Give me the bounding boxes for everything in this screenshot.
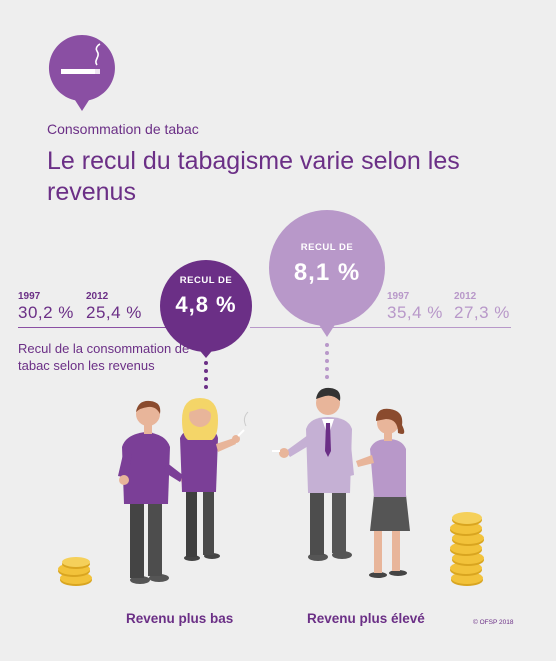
low-divider	[18, 327, 178, 328]
low-bubble-label: RECUL DE	[179, 275, 233, 286]
low-income-people	[118, 398, 249, 584]
low-connector	[204, 361, 208, 389]
cigarette-icon	[61, 43, 101, 74]
high-bubble-value: 8,1 %	[293, 259, 361, 286]
low-year-start: 1997	[18, 291, 41, 302]
caption: Recul de la consommation de tabac selon …	[18, 341, 190, 373]
high-value-start: 35,4 %	[387, 303, 443, 322]
high-income-people	[272, 387, 410, 578]
high-value-end: 27,3 %	[454, 303, 510, 322]
header-pin	[47, 33, 117, 113]
high-bubble-label: RECUL DE	[300, 242, 354, 253]
low-bubble-value: 4,8 %	[175, 292, 237, 317]
low-value-end: 25,4 %	[86, 303, 142, 322]
low-group-label: Revenu plus bas	[126, 611, 234, 626]
high-connector	[325, 343, 329, 379]
high-group-label: Revenu plus élevé	[307, 611, 425, 626]
low-value-start: 30,2 %	[18, 303, 74, 322]
low-bubble: RECUL DE 4,8 %	[158, 260, 254, 358]
page-title: Le recul du tabagisme varie selon les re…	[47, 147, 460, 206]
copyright: © OFSP 2018	[473, 619, 514, 626]
high-year-start: 1997	[387, 291, 410, 302]
high-bubble: RECUL DE 8,1 %	[268, 210, 386, 338]
coins-icon	[58, 557, 92, 586]
high-divider	[250, 327, 511, 328]
high-year-end: 2012	[454, 291, 477, 302]
coins-stack-icon	[450, 512, 484, 586]
page-subtitle: Consommation de tabac	[47, 121, 199, 137]
low-year-end: 2012	[86, 291, 109, 302]
